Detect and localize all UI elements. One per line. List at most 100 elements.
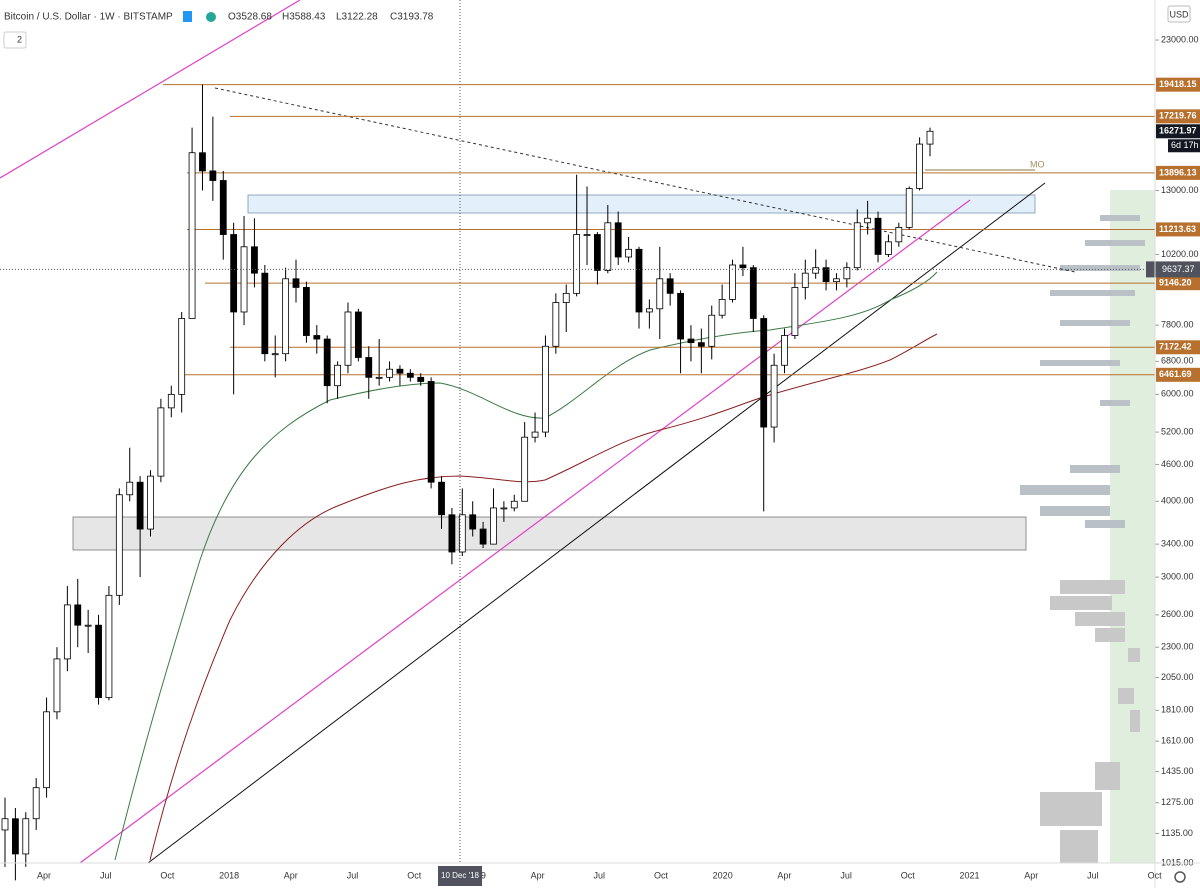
level-price-label: 7172.42 <box>1159 342 1192 352</box>
candle-body <box>739 264 747 269</box>
candle-body <box>677 292 684 340</box>
x-tick-label: Apr <box>284 870 298 880</box>
y-tick-label: 2050.00 <box>1161 672 1194 682</box>
volume-profile-bar <box>1075 612 1125 626</box>
volume-profile-bar <box>1130 710 1140 732</box>
candle-body <box>781 335 788 366</box>
candle-body <box>885 241 892 255</box>
candle-body <box>635 248 643 313</box>
currency-button[interactable] <box>1167 5 1191 23</box>
candle-body <box>594 234 601 271</box>
candle-body <box>490 507 497 545</box>
candle-body <box>812 267 820 274</box>
x-tick-label: Jul <box>840 870 852 880</box>
countdown: 6d 17h <box>1171 140 1199 150</box>
candle-body <box>406 372 414 378</box>
y-tick-label: 4000.00 <box>1161 496 1194 506</box>
settings-icon[interactable] <box>1174 871 1186 883</box>
volume-profile-bar <box>1118 688 1134 704</box>
x-tick-label: Apr <box>531 870 545 880</box>
candle-body <box>427 381 435 483</box>
level-price-label: 6461.69 <box>1159 369 1192 379</box>
level-price-tag <box>1156 340 1200 355</box>
y-tick-label: 13000.00 <box>1161 185 1199 195</box>
volume-profile-bar <box>1085 520 1125 528</box>
candle-body <box>708 314 716 347</box>
currency[interactable]: USD <box>1169 9 1189 19</box>
x-tick-label: Jul <box>1087 870 1099 880</box>
candle-body <box>43 711 50 789</box>
y-tick-label: 1135.00 <box>1161 828 1193 838</box>
y-tick-label: 6000.00 <box>1161 389 1194 399</box>
candle-body <box>500 507 508 510</box>
x-tick-label: Apr <box>37 870 51 880</box>
volume-profile-bar <box>1070 465 1120 473</box>
y-tick-label: 4600.00 <box>1161 459 1194 469</box>
crosshair-price-tag <box>1146 261 1200 278</box>
indicator-count[interactable]: 2 <box>17 34 22 44</box>
candle-body <box>864 217 872 224</box>
volume-profile-bar <box>1128 648 1140 662</box>
candle-body <box>562 292 570 303</box>
y-tick-label: 23000.00 <box>1161 34 1199 44</box>
candle-body <box>396 368 404 374</box>
volume-profile-bar <box>1020 485 1110 495</box>
candle-body <box>542 345 549 433</box>
volume-profile-bar <box>1060 580 1125 594</box>
candle-body <box>95 624 102 698</box>
candle-body <box>375 376 383 379</box>
ohlc-close: C3193.78 <box>390 12 434 23</box>
x-tick-label: Jul <box>100 870 112 880</box>
candle-body <box>292 278 300 288</box>
candle-body <box>313 335 321 340</box>
crosshair-price-label: 9637.37 <box>1162 264 1195 274</box>
x-tick-label: Jul <box>347 870 359 880</box>
candle-body <box>261 272 269 355</box>
candle-body <box>749 267 757 319</box>
candle-body <box>344 311 352 366</box>
y-tick-label: 1810.00 <box>1161 705 1194 715</box>
candle-body <box>323 338 331 387</box>
candle-body <box>479 528 487 545</box>
candle-body <box>147 475 154 530</box>
candle-body <box>386 368 393 378</box>
volume-profile-bar <box>1040 792 1102 826</box>
y-tick-label: 1610.00 <box>1161 736 1194 746</box>
indicator-toggle[interactable] <box>3 31 27 49</box>
volume-profile-bar <box>1100 215 1140 221</box>
x-tick-label: Oct <box>654 870 669 880</box>
candle-body <box>521 436 529 502</box>
candle-body <box>115 494 123 596</box>
candle-body <box>822 267 830 283</box>
candle-body <box>126 481 134 496</box>
candle-body <box>843 267 851 280</box>
candle-body <box>209 170 217 181</box>
crosshair-date-tag <box>438 866 482 886</box>
candle-body <box>833 278 840 283</box>
candle-body <box>801 272 809 288</box>
x-tick-label: 2018 <box>219 870 239 880</box>
x-tick-label: Oct <box>1148 870 1163 880</box>
level-price-tag <box>1156 276 1200 291</box>
candle-body <box>22 818 30 855</box>
symbol-title: Bitcoin / U.S. Dollar · 1W · BITSTAMP <box>4 12 173 23</box>
level-price-label: 17219.76 <box>1159 111 1197 121</box>
level-price-tag <box>1156 222 1200 237</box>
candle-body <box>666 278 674 294</box>
candle-body <box>199 152 206 172</box>
x-tick-label: Jul <box>594 870 606 880</box>
level-price-label: 11213.63 <box>1159 224 1196 234</box>
candle-body <box>1 818 9 831</box>
candle-body <box>729 264 736 300</box>
candle-body <box>53 658 61 713</box>
status-icon <box>206 12 216 22</box>
ohlc-open: O3528.68 <box>228 12 272 23</box>
x-tick-label: Oct <box>160 870 175 880</box>
trend-line <box>79 199 971 864</box>
candle-body <box>11 818 19 855</box>
candle-body <box>645 308 653 313</box>
volume-profile-bar <box>1040 360 1120 366</box>
candle-body <box>32 787 40 820</box>
candle-body <box>188 152 196 319</box>
